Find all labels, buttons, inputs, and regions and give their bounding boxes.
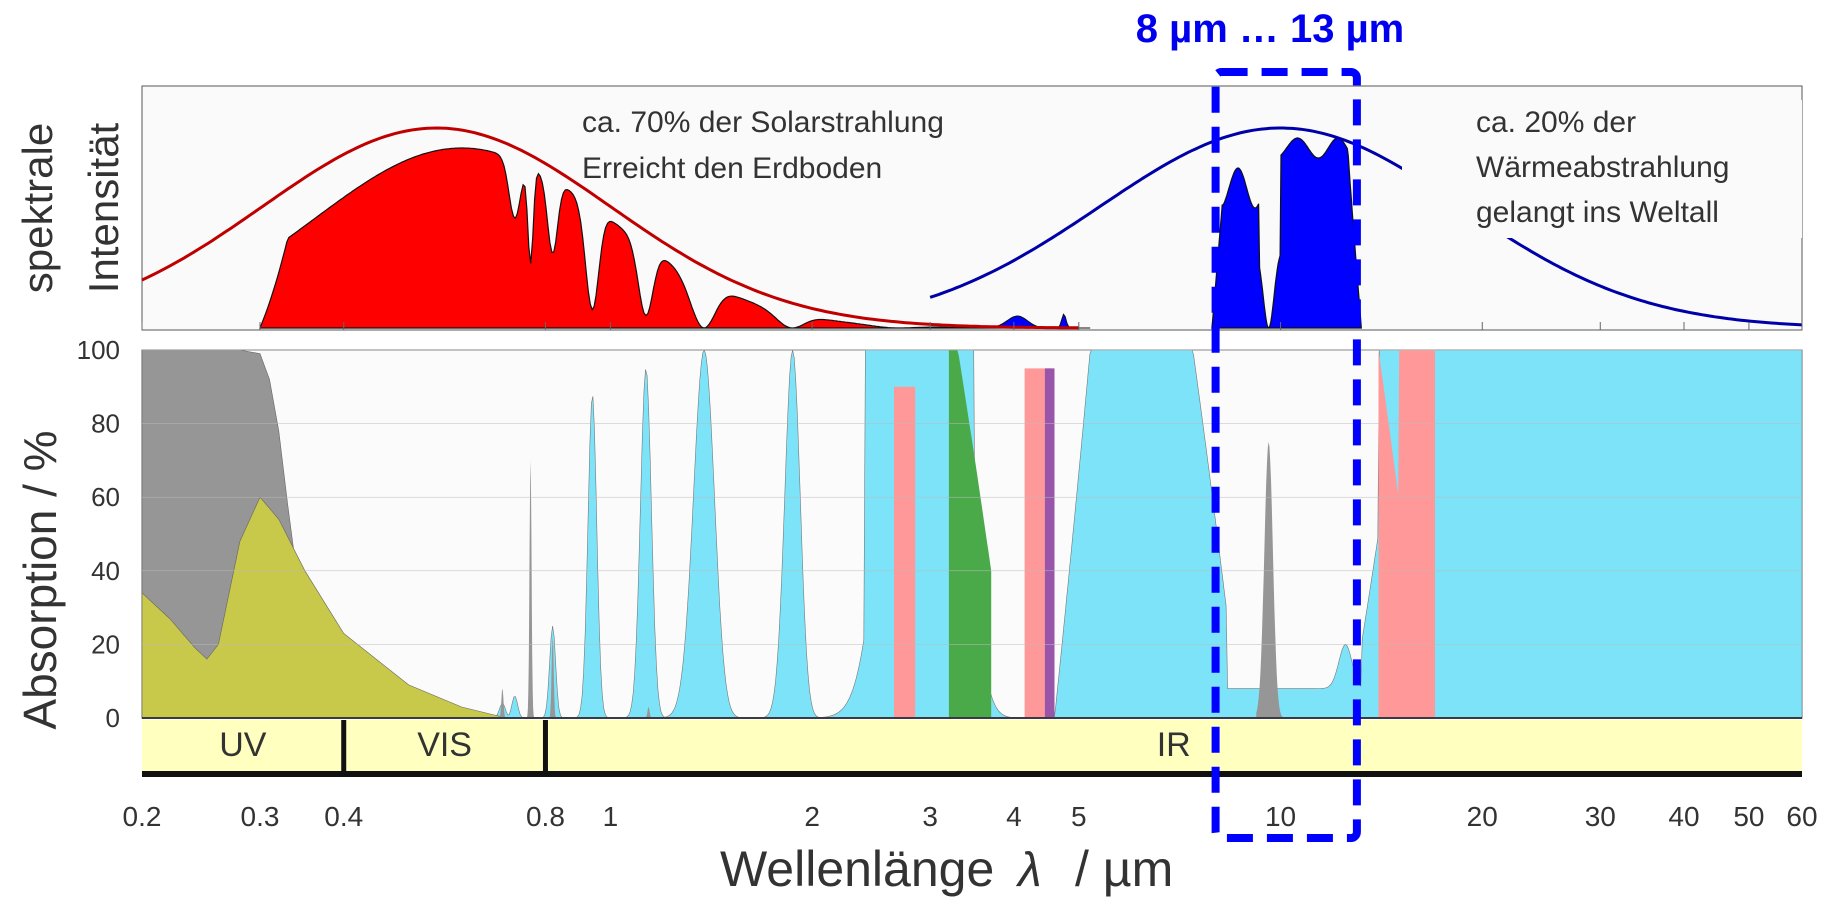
x-tick-label-0.8: 0.8 [526, 801, 565, 832]
oxygen-spike-0 [526, 460, 535, 718]
x-tick-label-10: 10 [1265, 801, 1296, 832]
x-tick-label-30: 30 [1585, 801, 1616, 832]
xlabel-text: Wellenlänge [720, 841, 994, 897]
annotation-thermal-line3: gelangt ins Weltall [1476, 196, 1719, 229]
band-label-UV: UV [219, 726, 267, 764]
top-ylabel-line1: spektrale [14, 123, 61, 293]
x-tick-label-5: 5 [1071, 801, 1087, 832]
x-tick-label-20: 20 [1467, 801, 1498, 832]
methane-area [948, 350, 992, 718]
x-tick-label-50: 50 [1733, 801, 1764, 832]
xlabel-unit: / µm [1075, 841, 1173, 897]
y-axis-ticks: 0 20 40 60 80 100 [77, 335, 1802, 733]
x-tick-label-3: 3 [922, 801, 938, 832]
x-tick-label-0.3: 0.3 [241, 801, 280, 832]
co2-2-7um-area [894, 386, 916, 718]
highlight-range-label: 8 µm … 13 µm [1136, 7, 1404, 51]
x-tick-label-40: 40 [1668, 801, 1699, 832]
x-tick-label-60: 60 [1786, 801, 1817, 832]
top-ylabel-line2: Intensität [80, 122, 127, 293]
solar-transmitted-area [259, 147, 1029, 329]
co2-15um-area [1378, 350, 1435, 718]
x-tick-label-2: 2 [804, 801, 820, 832]
band-UV [142, 720, 344, 772]
annotation-thermal-line1: ca. 20% der [1476, 106, 1636, 139]
n2o-area [1044, 368, 1055, 718]
annotation-solar-line2: Erreicht den Erdboden [582, 152, 882, 185]
x-tick-label-1: 1 [603, 801, 619, 832]
ozone-9-6um-area [1256, 442, 1290, 718]
solar-envelope-line [141, 126, 1079, 330]
annotation-solar-line1: ca. 70% der Solarstrahlung [582, 106, 944, 139]
x-axis-ticks: 0.2 0.3 0.4 0.8 1 2 3 4 5 10 20 30 40 50 60 [123, 801, 1818, 832]
band-VIS [343, 720, 546, 772]
annotation-thermal-backdrop [1402, 100, 1802, 238]
x-tick-label-0.4: 0.4 [324, 801, 363, 832]
xlabel-symbol: λ [1015, 844, 1042, 897]
y-tick-label-40: 40 [91, 556, 120, 586]
band-label-VIS: VIS [417, 726, 472, 764]
y-tick-label-20: 20 [91, 629, 120, 659]
bottom-ylabel: Absorption / % [14, 430, 66, 729]
band-label-IR: IR [1157, 726, 1191, 764]
y-tick-label-100: 100 [77, 335, 120, 365]
y-tick-label-0: 0 [106, 703, 120, 733]
highlight-dashed-box [1211, 68, 1361, 842]
oxygen-spike-2 [498, 688, 507, 718]
atmospheric-window-highlight [1211, 68, 1361, 842]
band-IR [545, 720, 1802, 772]
y-tick-label-60: 60 [91, 482, 120, 512]
annotation-thermal-line2: Wärmeabstrahlung [1476, 151, 1729, 184]
spectral-band-bar: UV VIS IR [142, 720, 1802, 777]
x-tick-label-4: 4 [1006, 801, 1022, 832]
oxygen-spike-3 [644, 707, 653, 718]
x-tick-label-0.2: 0.2 [123, 801, 162, 832]
oxygen-spike-1 [548, 637, 557, 718]
y-tick-label-80: 80 [91, 409, 120, 439]
thermal-envelope-line [929, 126, 1803, 327]
co2-4um-area [1024, 368, 1052, 718]
top-panel-spectra [141, 126, 1803, 330]
bottom-panel-absorption [141, 349, 1803, 719]
